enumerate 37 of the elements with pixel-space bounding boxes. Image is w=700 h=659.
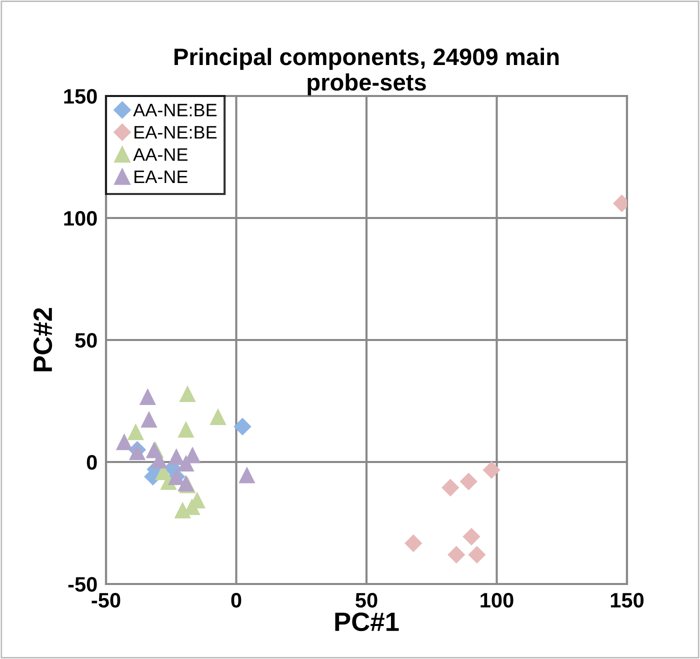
point: [468, 546, 486, 564]
y-axis-title: PC#2: [33, 308, 52, 372]
y-tick-label: 150: [64, 89, 97, 104]
point: [150, 452, 168, 468]
point: [462, 528, 480, 546]
point: [139, 388, 156, 405]
point: [168, 448, 185, 465]
point: [116, 433, 133, 450]
y-tick-label: 0: [86, 455, 97, 470]
point: [442, 478, 460, 496]
point: [234, 418, 252, 436]
y-tick-label: 100: [64, 211, 97, 226]
legend-label: AA-NE: [133, 148, 188, 161]
point: [210, 408, 226, 425]
point: [448, 546, 466, 564]
x-tick-label: 0: [231, 592, 242, 608]
point: [178, 420, 194, 438]
x-tick-label: 100: [480, 592, 514, 608]
y-tick-label: -50: [68, 577, 97, 592]
x-tick-label: -50: [92, 592, 120, 608]
x-tick-label: 50: [356, 592, 378, 608]
legend-label: EA-NE: [134, 170, 188, 184]
y-tick-label: 50: [75, 333, 97, 348]
point: [238, 466, 256, 484]
point: [460, 472, 478, 490]
point: [140, 410, 158, 428]
legend-label: AA-NE:BE: [133, 104, 217, 116]
point: [482, 461, 500, 479]
point: [179, 385, 196, 402]
point: [127, 423, 144, 440]
legend-label: EA-NE:BE: [134, 126, 217, 139]
x-axis-title: PC#1: [335, 612, 399, 632]
point: [404, 534, 422, 552]
chart-title: Principal components, 24909 main probe-sets: [174, 48, 559, 96]
point: [178, 454, 194, 472]
point: [174, 502, 191, 518]
x-tick-label: 150: [610, 592, 644, 608]
